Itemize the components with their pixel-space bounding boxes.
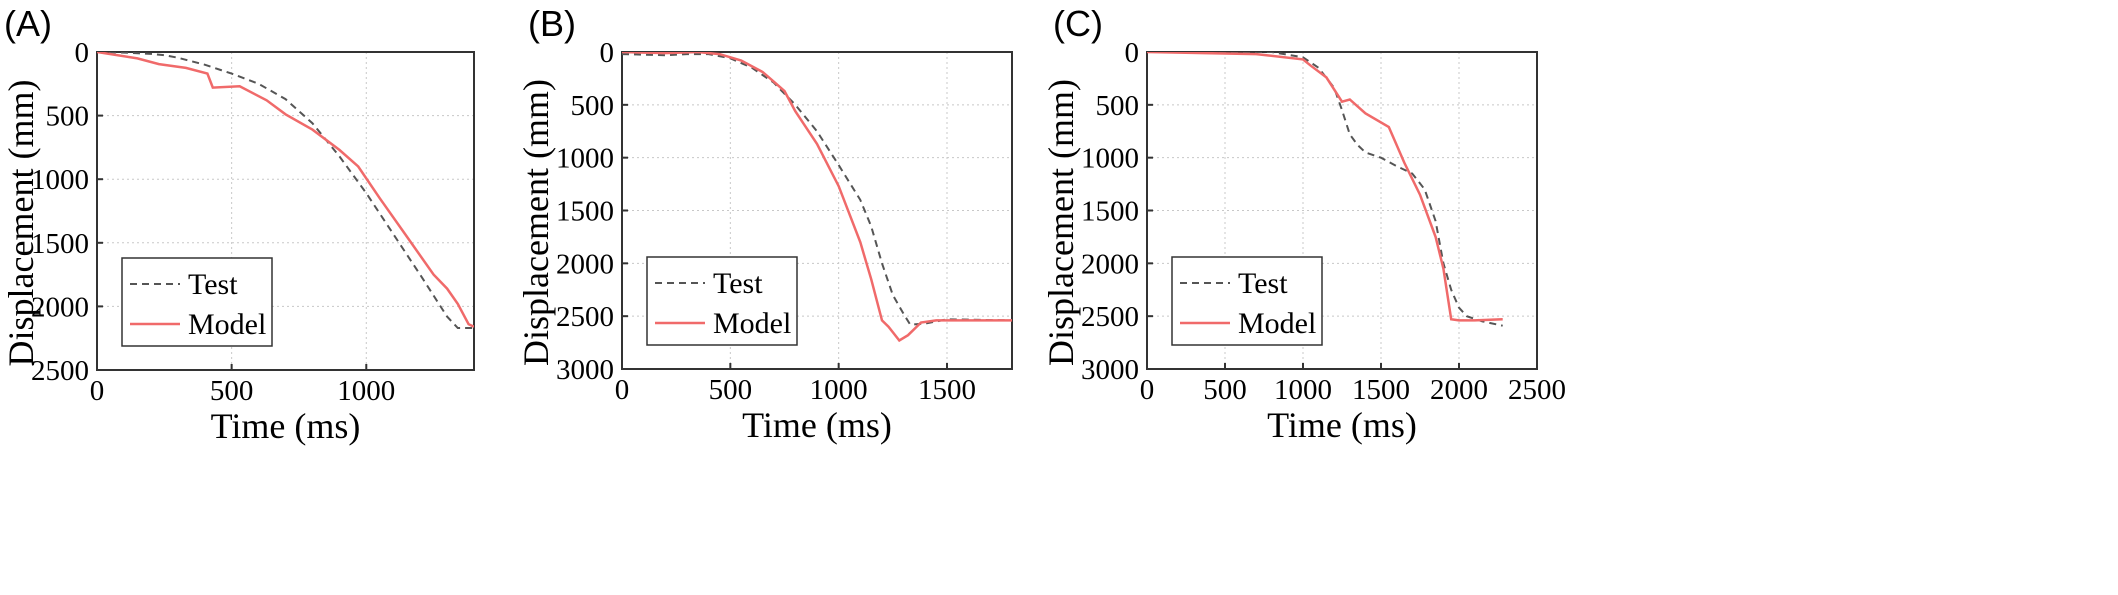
y-tick-label: 1500: [556, 196, 614, 228]
y-tick-label: 1500: [1081, 196, 1139, 228]
y-tick-label: 2500: [556, 301, 614, 333]
legend-box: [1171, 256, 1323, 346]
panel-label: (B): [528, 3, 576, 44]
y-tick-label: 2500: [31, 355, 89, 387]
x-axis-label: Time (ms): [1267, 405, 1417, 445]
panel-label: (C): [1053, 3, 1103, 44]
panel-label: (A): [4, 3, 52, 44]
x-tick-label: 0: [1140, 374, 1155, 406]
y-tick-label: 0: [75, 37, 90, 69]
y-tick-label: 2000: [31, 291, 89, 323]
x-tick-label: 0: [615, 374, 630, 406]
y-tick-label: 2000: [556, 248, 614, 280]
y-tick-label: 3000: [1081, 354, 1139, 386]
chart-panel-0: 0 500 1000 0 500 1000 1500 2000 2500 Time (ms) Dis…: [1, 3, 475, 446]
y-tick-label: 1000: [31, 164, 89, 196]
y-tick-label: 2000: [1081, 248, 1139, 280]
chart-panel-1: 0 500 1000 1500 0 500 1000 1500 2000 2500 3000 Time…: [516, 3, 1013, 445]
legend: Test Model: [121, 257, 273, 347]
x-tick-label: 500: [210, 375, 254, 407]
legend-label-test: Test: [188, 268, 238, 301]
x-tick-label: 1000: [810, 374, 868, 406]
legend-label-test: Test: [1238, 267, 1288, 300]
y-tick-label: 1000: [1081, 143, 1139, 175]
series-line-model: [97, 52, 474, 328]
x-tick-label: 1000: [1274, 374, 1332, 406]
y-axis-label: Displacement (mm): [1, 80, 41, 367]
y-tick-label: 500: [46, 101, 90, 133]
x-tick-label: 1500: [918, 374, 976, 406]
y-axis-label: Displacement (mm): [516, 79, 556, 366]
y-tick-label: 1000: [556, 143, 614, 175]
plot-frame: [96, 51, 475, 371]
x-tick-label: 1500: [1352, 374, 1410, 406]
y-tick-label: 3000: [556, 354, 614, 386]
legend-label-model: Model: [1238, 307, 1316, 340]
x-axis-label: Time (ms): [211, 406, 361, 446]
x-tick-label: 1000: [337, 375, 395, 407]
x-tick-label: 2500: [1508, 374, 1566, 406]
legend-label-model: Model: [188, 308, 266, 341]
x-tick-label: 500: [1203, 374, 1247, 406]
legend-label-test: Test: [713, 267, 763, 300]
legend-label-model: Model: [713, 307, 791, 340]
x-tick-label: 2000: [1430, 374, 1488, 406]
x-tick-label: 0: [90, 375, 105, 407]
chart-panel-2: 0 500 1000 1500 2000 2500 0 500 1000 1500 2000 2500…: [1041, 3, 1566, 445]
y-tick-label: 2500: [1081, 301, 1139, 333]
legend: Test Model: [646, 256, 798, 346]
y-tick-label: 500: [1096, 90, 1140, 122]
legend: Test Model: [1171, 256, 1323, 346]
y-tick-label: 0: [1125, 37, 1140, 69]
y-tick-label: 0: [600, 37, 615, 69]
x-axis-label: Time (ms): [742, 405, 892, 445]
legend-box: [646, 256, 798, 346]
y-axis-label: Displacement (mm): [1041, 79, 1081, 366]
series-line-model: [622, 52, 1012, 343]
legend-box: [121, 257, 273, 347]
y-tick-label: 1500: [31, 228, 89, 260]
y-tick-label: 500: [571, 90, 615, 122]
series-line-test: [97, 52, 474, 329]
series-line-model: [1147, 52, 1503, 322]
x-tick-label: 500: [709, 374, 753, 406]
